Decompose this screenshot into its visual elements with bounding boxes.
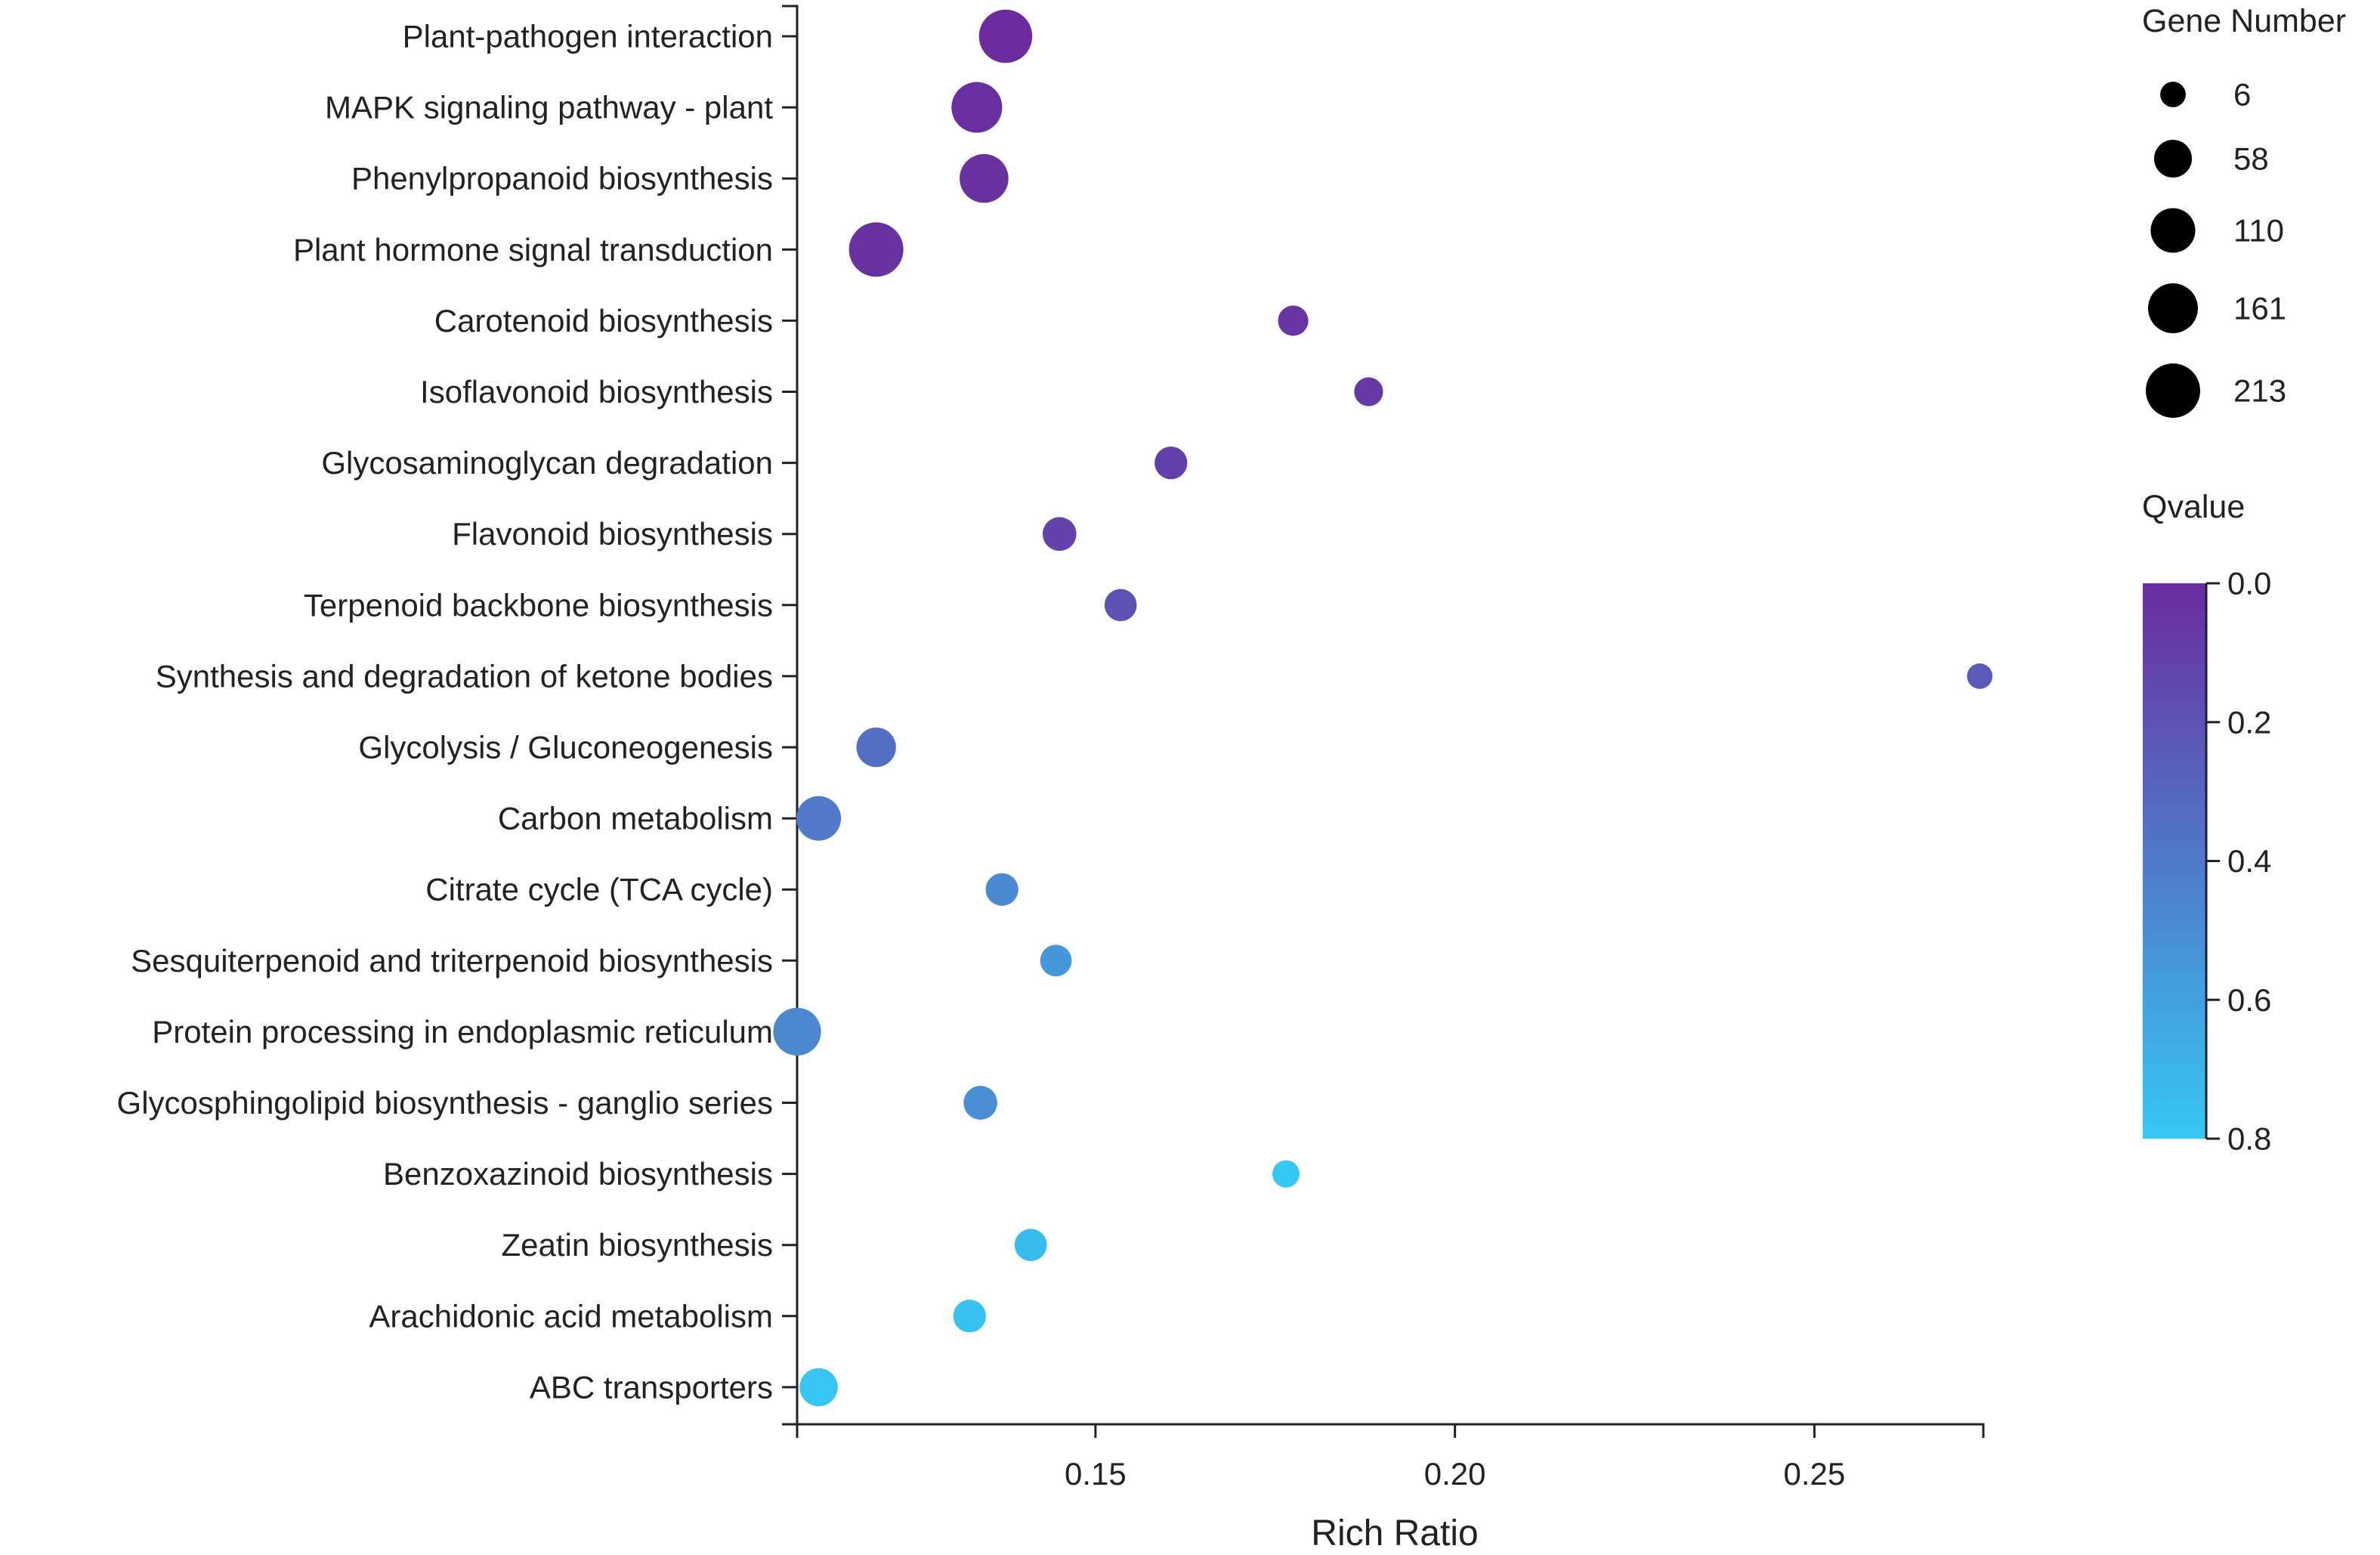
category-labels: Plant-pathogen interaction MAPK signaling… (117, 19, 797, 1405)
qvalue-tick-label: 0.8 (2227, 1121, 2271, 1157)
data-point (856, 727, 896, 768)
data-point (773, 1007, 821, 1056)
x-tick-label: 0.25 (1784, 1456, 1846, 1492)
data-points (773, 9, 1993, 1407)
plot-axes (782, 5, 1985, 1438)
category-label: Benzoxazinoid biosynthesis (383, 1156, 773, 1192)
size-legend-label: 58 (2233, 141, 2269, 177)
qvalue-color-bar (2143, 583, 2206, 1139)
data-point (799, 1368, 838, 1407)
qvalue-tick-label: 0.0 (2227, 566, 2271, 601)
gene-number-legend-title: Gene Number (2142, 3, 2346, 39)
data-point (1354, 377, 1383, 407)
size-legend-label: 6 (2233, 77, 2251, 113)
data-point (985, 873, 1018, 906)
size-legend-circle (2160, 82, 2186, 107)
category-label: Terpenoid backbone biosynthesis (304, 587, 773, 623)
x-axis-ticks: 0.15 0.20 0.25 (1065, 1424, 1845, 1492)
x-axis-line (796, 1423, 1985, 1438)
category-label: Sesquiterpenoid and triterpenoid biosynt… (131, 943, 773, 978)
category-label: ABC transporters (530, 1369, 773, 1405)
qvalue-tick-label: 0.6 (2227, 982, 2271, 1018)
data-point (1042, 517, 1077, 552)
category-label: Flavonoid biosynthesis (452, 516, 773, 552)
data-point (1040, 944, 1072, 977)
data-point (1278, 305, 1309, 336)
data-point (1154, 446, 1188, 480)
category-label: Isoflavonoid biosynthesis (420, 374, 773, 410)
qvalue-legend: Qvalue 0.0 0.2 0.4 0.6 0.8 (2142, 489, 2271, 1157)
qvalue-tick-label: 0.4 (2227, 843, 2271, 879)
gene-number-legend: Gene Number 6 58 110 161 213 (2142, 3, 2346, 418)
category-label: Synthesis and degradation of ketone bodi… (156, 658, 773, 694)
x-tick-label: 0.20 (1424, 1456, 1486, 1492)
size-legend-circle (2150, 208, 2196, 253)
data-point (848, 222, 904, 277)
size-legend-label: 110 (2233, 213, 2284, 249)
size-legend-label: 213 (2233, 373, 2286, 409)
data-point (1014, 1229, 1047, 1262)
data-point (1104, 589, 1137, 622)
size-legend-circle (2153, 139, 2193, 178)
category-label: Phenylpropanoid biosynthesis (351, 161, 773, 196)
category-label: Glycosphingolipid biosynthesis - ganglio… (117, 1085, 773, 1121)
data-point (951, 82, 1003, 133)
data-point (978, 9, 1033, 63)
qvalue-tick-label: 0.2 (2227, 704, 2271, 740)
category-label: Glycolysis / Gluconeogenesis (358, 730, 773, 765)
category-label: Carbon metabolism (498, 801, 773, 836)
category-label: MAPK signaling pathway - plant (325, 90, 773, 125)
size-legend-label: 161 (2233, 291, 2286, 326)
data-point (796, 796, 842, 841)
data-point (953, 1300, 986, 1333)
data-point (1967, 663, 1993, 689)
x-axis-title: Rich Ratio (1311, 1513, 1478, 1553)
category-label: Citrate cycle (TCA cycle) (425, 872, 773, 907)
category-label: Arachidonic acid metabolism (369, 1298, 773, 1334)
size-legend-circle (2148, 283, 2198, 333)
category-label: Protein processing in endoplasmic reticu… (152, 1014, 773, 1050)
category-label: Glycosaminoglycan degradation (321, 445, 773, 481)
category-label: Plant-pathogen interaction (403, 19, 773, 54)
size-legend-circle (2146, 363, 2200, 418)
category-label: Zeatin biosynthesis (501, 1227, 773, 1263)
qvalue-legend-title: Qvalue (2142, 489, 2245, 525)
category-label: Carotenoid biosynthesis (434, 303, 773, 339)
data-point (960, 153, 1009, 203)
data-point (1272, 1160, 1300, 1188)
data-point (963, 1086, 997, 1120)
category-label: Plant hormone signal transduction (293, 232, 773, 267)
y-axis-line (782, 5, 799, 1426)
x-tick-label: 0.15 (1065, 1456, 1127, 1492)
